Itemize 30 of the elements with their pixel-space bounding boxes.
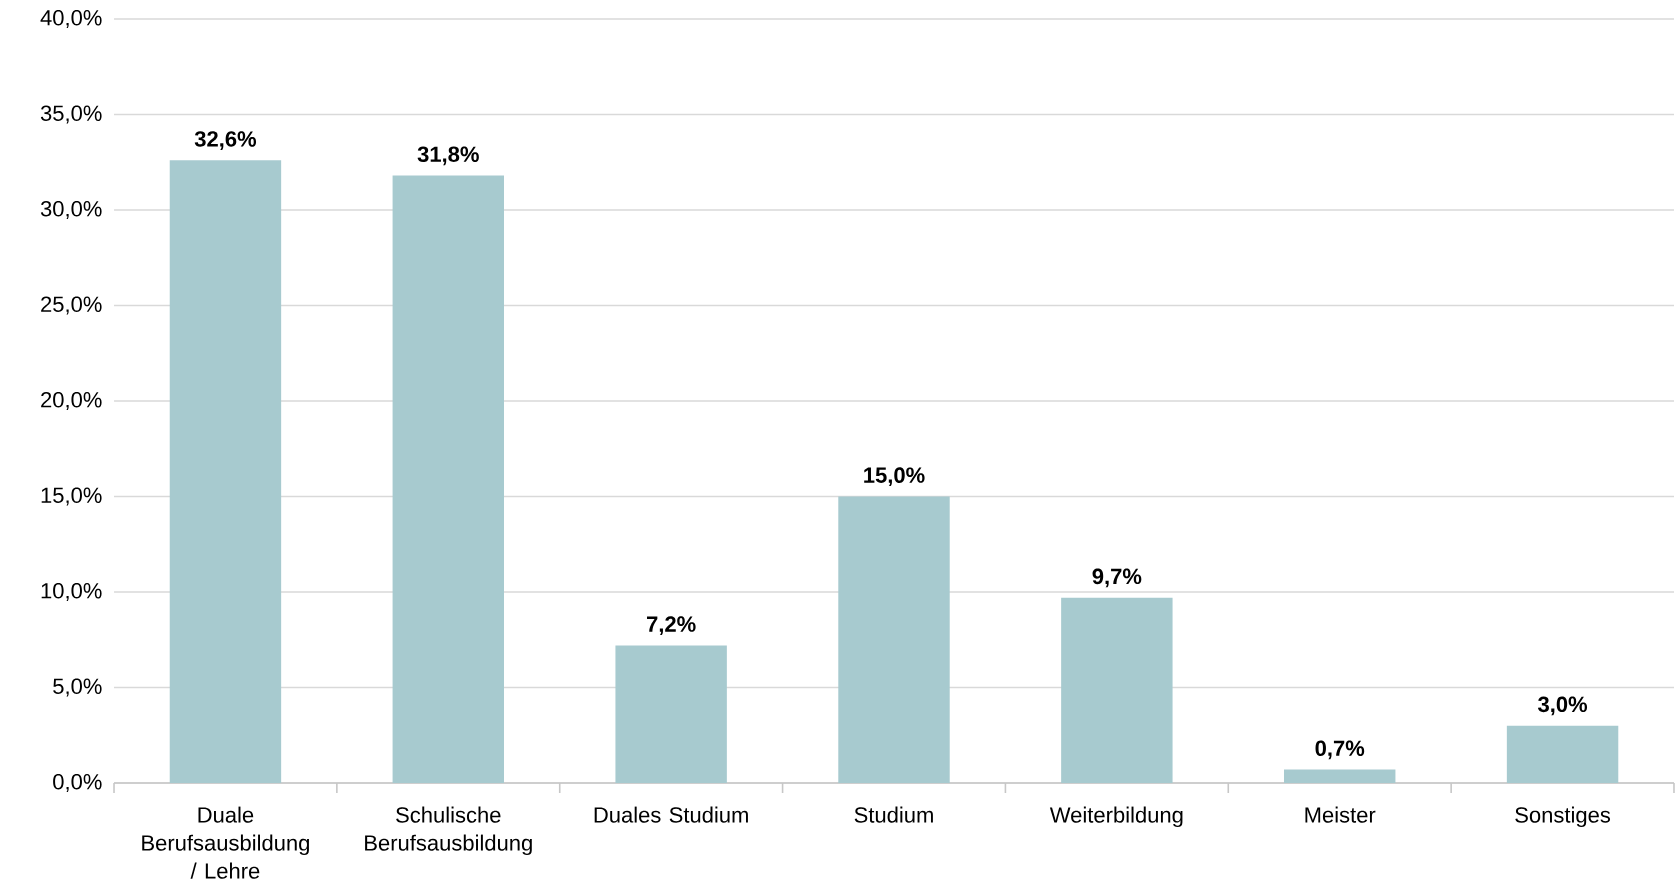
x-tick-label: Duale Berufsausbildung / Lehre (142, 806, 309, 879)
y-tick-label: 20,0% (41, 391, 102, 411)
bar (1506, 725, 1619, 783)
data-label: 3,0% (1538, 696, 1588, 716)
data-label: 32,6% (194, 131, 257, 150)
x-tick-label: Sonstiges (1515, 806, 1611, 828)
x-tick-label: Meister (1305, 806, 1376, 823)
y-tick-label: 40,0% (40, 9, 102, 29)
y-tick-label: 15,0% (41, 487, 102, 506)
y-tick-label: 10,0% (41, 582, 102, 602)
bar (838, 496, 950, 783)
y-tick-label: 0,0% (53, 773, 102, 793)
y-tick-label: 25,0% (41, 296, 102, 315)
x-tick-label: Schulische Berufsausbildung (365, 806, 532, 856)
data-label: 7,2% (647, 616, 696, 636)
x-tick-label: Studium (854, 806, 933, 823)
bar (1061, 597, 1173, 783)
bar (169, 160, 282, 783)
x-tick-label: Weiterbildung (1049, 806, 1183, 828)
data-label: 0,7% (1315, 740, 1365, 760)
bar (392, 175, 505, 783)
bar (615, 645, 727, 783)
data-label: 15,0% (864, 467, 925, 487)
y-tick-label: 30,0% (40, 200, 102, 220)
x-tick-label: Duales Studium (594, 806, 748, 823)
y-tick-label: 35,0% (40, 105, 102, 124)
bar (1284, 769, 1396, 783)
y-tick-label: 5,0% (53, 678, 102, 697)
data-label: 9,7% (1092, 568, 1142, 588)
data-label: 31,8% (417, 146, 479, 166)
